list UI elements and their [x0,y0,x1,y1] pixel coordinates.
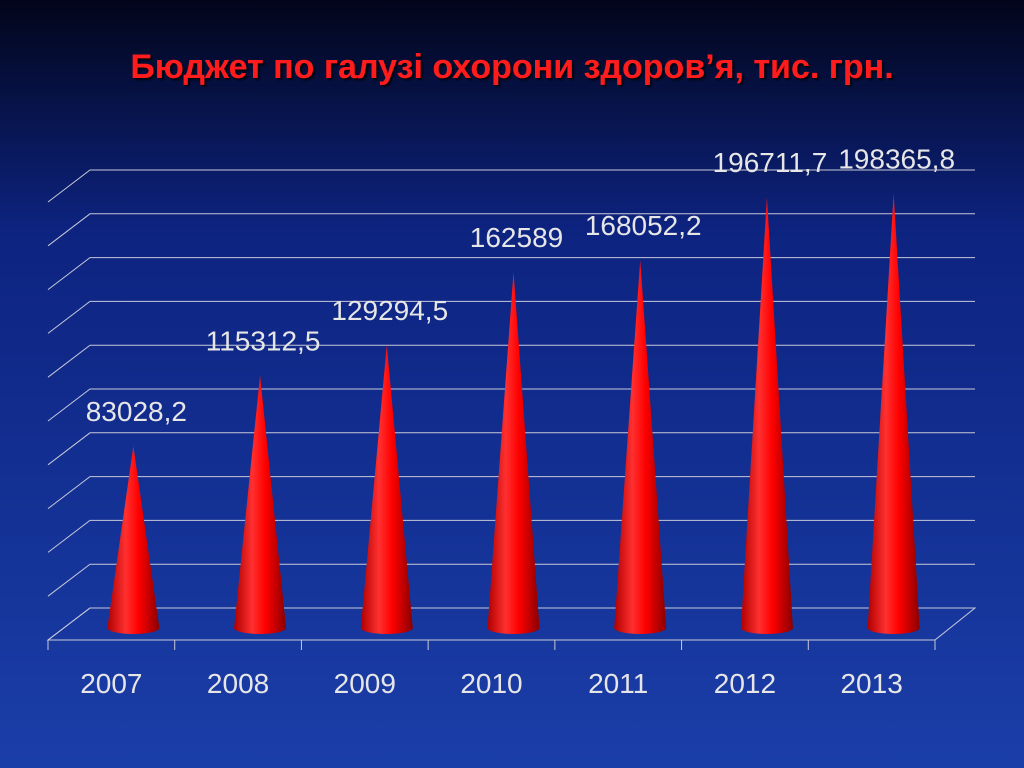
grid-line [47,607,975,641]
x-tick-label: 2013 [840,668,902,699]
cone [867,193,920,634]
grid-line [47,432,975,466]
value-label: 198365,8 [838,144,955,175]
value-label: 196711,7 [713,147,828,178]
x-tick-label: 2011 [588,668,648,699]
grid-line [47,388,975,422]
plot-area: 2007 83028,2 2008 115312,5 2009 129294,5 2010 1… [46,144,977,699]
x-tick-label: 2010 [460,668,522,699]
grid-line [47,344,975,378]
value-label: 115312,5 [206,325,321,356]
cone [487,271,540,634]
value-label: 162589 [470,222,563,253]
value-label: 129294,5 [331,295,448,326]
x-tick-label: 2007 [80,668,142,699]
x-tick-label: 2008 [207,668,269,699]
grid-line [47,563,975,597]
cone [360,344,413,634]
cone [107,446,160,634]
cone [740,197,793,635]
grid-line [47,519,975,553]
cone [614,259,667,634]
cone [234,375,287,634]
value-label: 168052,2 [585,210,702,241]
x-tick-label: 2012 [714,668,776,699]
value-label: 83028,2 [86,396,187,427]
grid-line [47,300,975,334]
chart-title: Бюджет по галузі охорони здоров’я, тис. … [130,48,893,86]
x-tick-label: 2009 [334,668,396,699]
grid-line [47,476,975,509]
grid-line [47,169,975,203]
grid-line [47,257,975,290]
grid-line [47,213,975,247]
